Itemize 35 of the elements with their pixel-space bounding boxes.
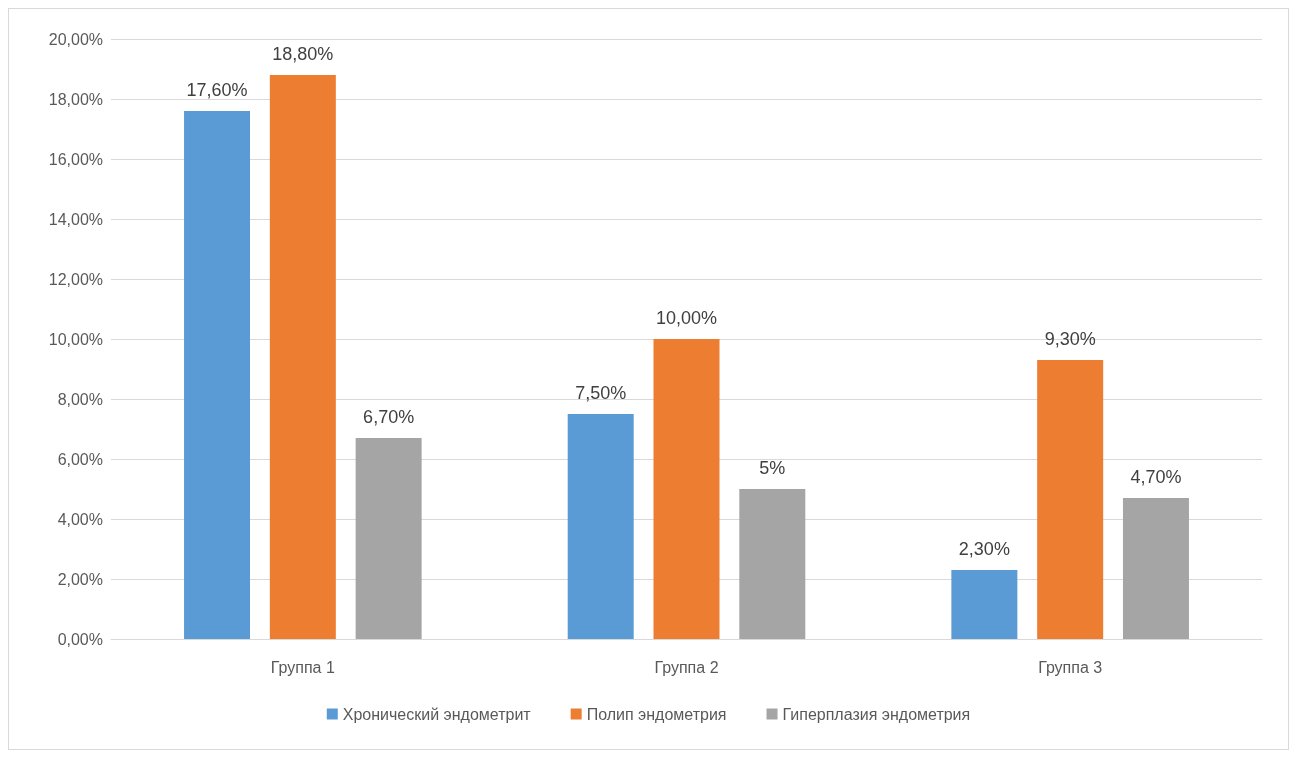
legend-label: Полип эндометрия xyxy=(586,705,727,723)
data-label: 2,30% xyxy=(958,539,1010,559)
y-tick-label: 14,00% xyxy=(48,210,103,228)
data-label: 9,30% xyxy=(1044,329,1096,349)
data-label: 4,70% xyxy=(1130,467,1182,487)
data-label: 5% xyxy=(759,458,786,478)
x-tick-label: Группа 3 xyxy=(1038,658,1103,676)
bar xyxy=(1037,360,1104,639)
y-tick-label: 0,00% xyxy=(57,630,103,648)
x-tick-label: Группа 2 xyxy=(654,658,719,676)
data-label: 17,60% xyxy=(186,80,248,100)
bar xyxy=(653,339,720,639)
y-tick-label: 8,00% xyxy=(57,390,103,408)
y-tick-label: 20,00% xyxy=(48,30,103,48)
legend-label: Хронический эндометрит xyxy=(342,705,532,723)
y-tick-label: 6,00% xyxy=(57,450,103,468)
y-tick-label: 4,00% xyxy=(57,510,103,528)
bar xyxy=(567,414,634,639)
data-label: 10,00% xyxy=(655,308,718,328)
bar xyxy=(739,489,806,639)
bar xyxy=(1122,498,1189,639)
y-tick-label: 2,00% xyxy=(57,570,103,588)
legend-label: Гиперплазия эндометрия xyxy=(782,705,971,723)
y-tick-label: 18,00% xyxy=(48,90,103,108)
y-tick-label: 12,00% xyxy=(48,270,103,288)
bar xyxy=(355,438,422,639)
data-label: 7,50% xyxy=(575,383,627,403)
data-label: 18,80% xyxy=(272,44,334,64)
y-tick-label: 10,00% xyxy=(48,330,103,348)
bar xyxy=(269,75,336,639)
bar xyxy=(951,570,1018,639)
bar xyxy=(184,111,251,639)
x-tick-label: Группа 1 xyxy=(270,658,335,676)
data-label: 6,70% xyxy=(363,407,415,427)
y-tick-label: 16,00% xyxy=(48,150,103,168)
